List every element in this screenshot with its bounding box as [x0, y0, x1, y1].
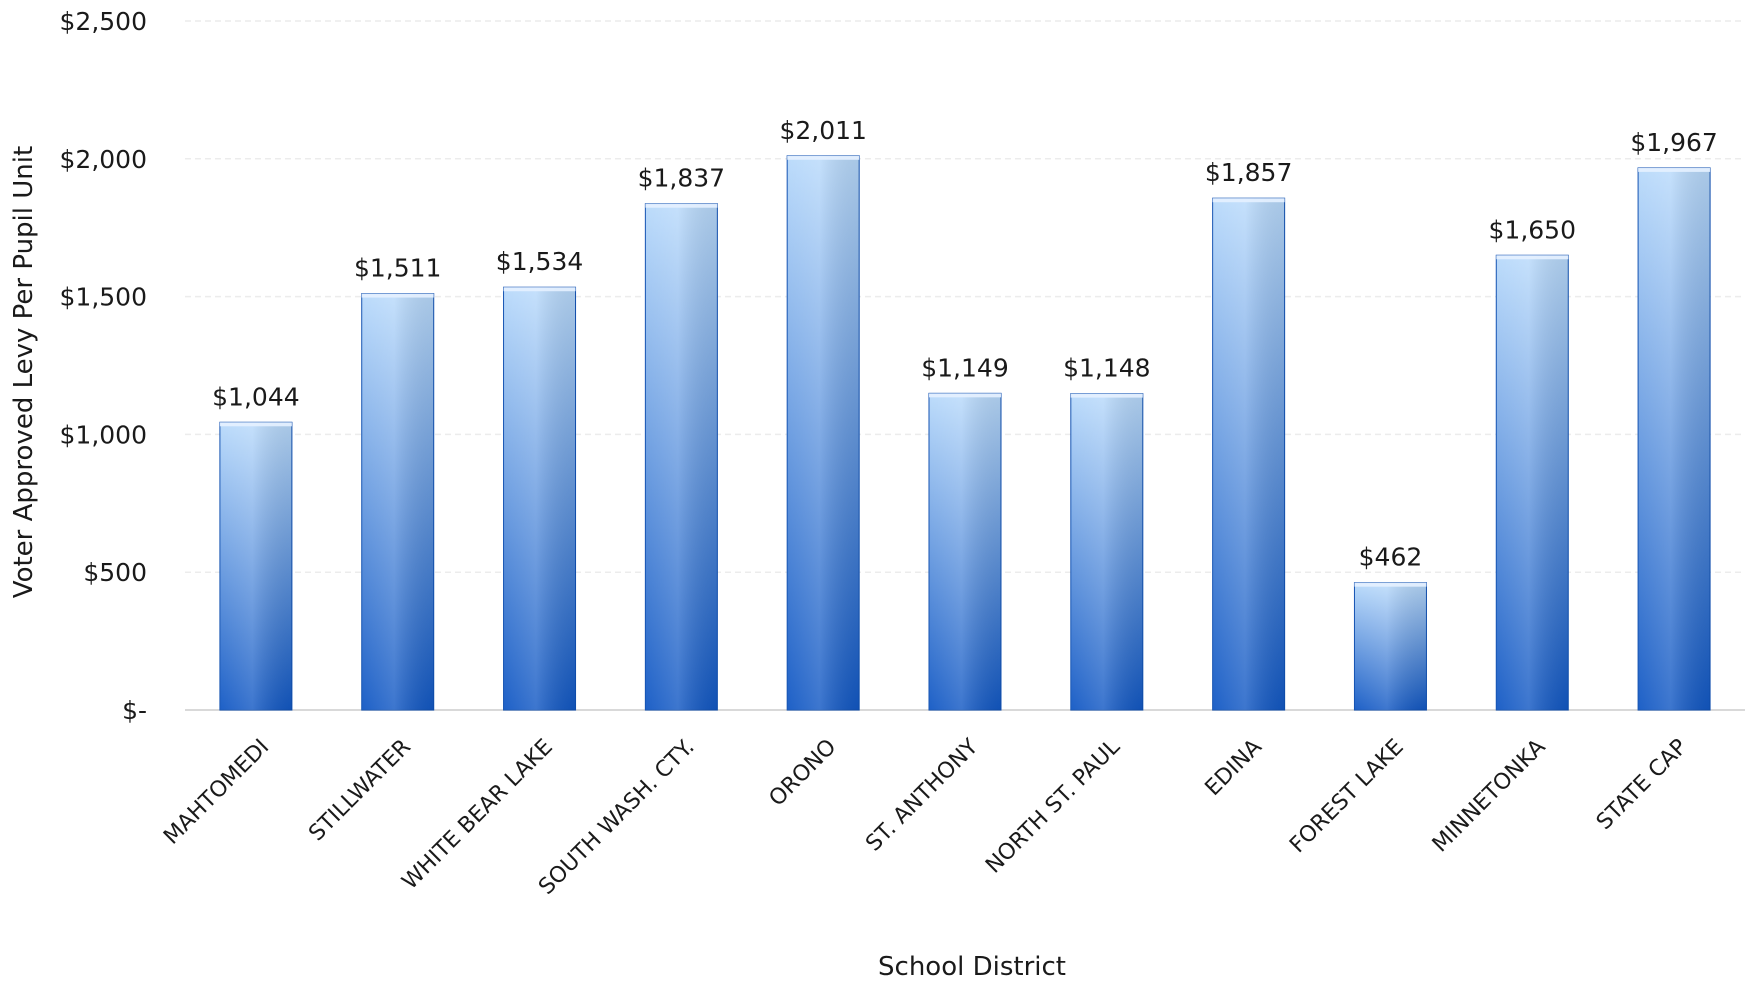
bar: [644, 203, 718, 711]
y-tick-label: $500: [83, 558, 147, 587]
data-label: $1,857: [1205, 158, 1292, 187]
bar-shine: [645, 203, 718, 711]
bar-cap: [929, 393, 1001, 398]
bar-shine: [1354, 582, 1427, 710]
bar: [1637, 167, 1711, 711]
bar-cap: [1496, 255, 1569, 260]
bar: [1353, 582, 1427, 711]
bar: [1070, 393, 1144, 711]
y-axis-title: Voter Approved Levy Per Pupil Unit: [9, 146, 39, 598]
bar: [219, 421, 293, 711]
data-label: $1,650: [1489, 215, 1576, 244]
x-tick-label: MAHTOMEDI: [159, 735, 274, 850]
data-labels: $1,044 $1,511 $1,534 $1,837 $2,011 $1,149 $1,1…: [212, 116, 1718, 572]
x-tick-label: STILLWATER: [304, 735, 416, 847]
bar-cap: [1212, 198, 1285, 203]
data-label: $1,511: [354, 254, 441, 283]
data-label: $1,149: [921, 353, 1008, 382]
x-tick-label: EDINA: [1201, 735, 1267, 801]
bar-cap: [361, 293, 434, 298]
x-axis-title: School District: [878, 952, 1066, 982]
x-tick-label: WHITE BEAR LAKE: [398, 735, 558, 895]
bar: [361, 293, 435, 711]
data-label: $1,534: [496, 247, 583, 276]
bar: [1212, 197, 1286, 711]
bar: [928, 392, 1002, 711]
x-tick-label: ST. ANTHONY: [861, 734, 983, 856]
x-tick-label: MINNETONKA: [1428, 735, 1551, 858]
bar-cap: [1638, 167, 1711, 172]
bar-shine: [787, 155, 860, 710]
bar-shine: [1212, 198, 1285, 710]
data-label: $462: [1359, 543, 1423, 572]
data-label: $1,044: [212, 382, 299, 411]
x-tick-label: FOREST LAKE: [1285, 735, 1409, 859]
bar-cap: [1354, 582, 1427, 587]
bar: [1495, 254, 1569, 711]
bar-shine: [1638, 167, 1711, 711]
bar-shine: [503, 287, 576, 710]
y-tick-label: $2,000: [60, 145, 147, 174]
bar-cap: [787, 155, 860, 160]
x-tick-label: NORTH ST. PAUL: [981, 734, 1125, 878]
bar-shine: [361, 293, 434, 710]
bar-cap: [219, 422, 292, 427]
bar: [786, 155, 860, 711]
y-tick-label: $2,500: [60, 7, 147, 36]
bar-shine: [929, 393, 1001, 710]
y-tick-label: $1,000: [60, 420, 147, 449]
bar-shine: [219, 422, 292, 710]
data-label: $1,967: [1630, 128, 1717, 157]
x-tick-label: STATE CAP: [1592, 735, 1692, 835]
y-axis-ticks: $- $500 $1,000 $1,500 $2,000 $2,500: [60, 7, 147, 725]
bar: [503, 286, 577, 711]
bar-cap: [1070, 393, 1143, 398]
bars: [219, 155, 1711, 711]
bar-shine: [1070, 393, 1143, 710]
data-label: $2,011: [779, 116, 866, 145]
y-tick-label: $1,500: [60, 283, 147, 312]
bar-cap: [645, 203, 718, 208]
x-tick-label: ORONO: [765, 735, 842, 812]
bar-cap: [503, 287, 576, 292]
bar-shine: [1496, 255, 1569, 710]
y-tick-label: $-: [122, 696, 147, 725]
x-tick-label: SOUTH WASH. CTY.: [534, 735, 699, 900]
data-label: $1,837: [638, 164, 725, 193]
data-label: $1,148: [1063, 354, 1150, 383]
